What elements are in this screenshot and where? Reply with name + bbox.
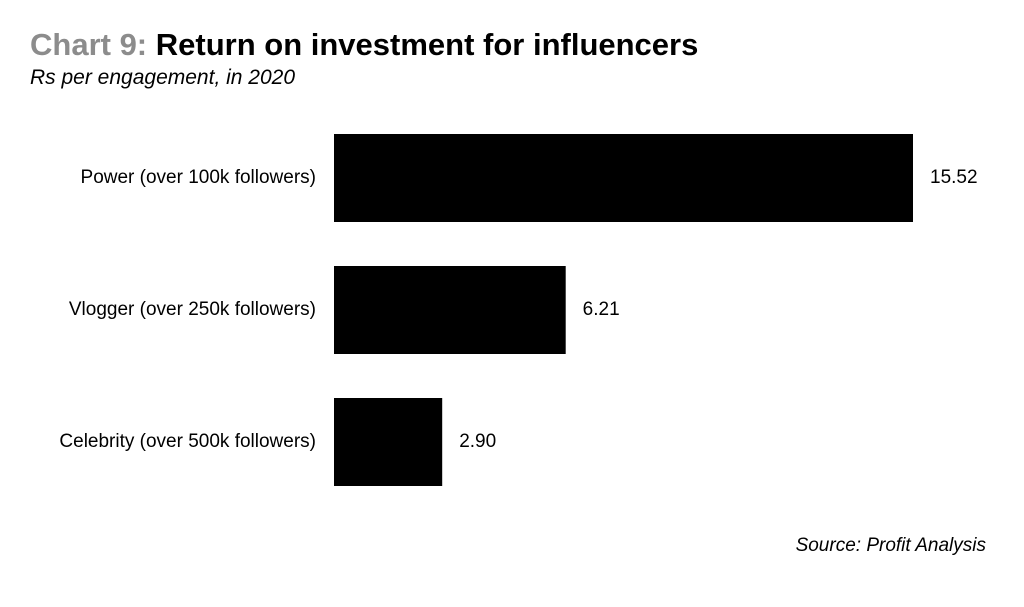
- value-label-1: 6.21: [583, 299, 620, 320]
- category-label-0: Power (over 100k followers): [81, 167, 316, 188]
- bar-0: [334, 134, 913, 222]
- category-label-1: Vlogger (over 250k followers): [69, 299, 316, 320]
- bar-2: [334, 398, 443, 486]
- chart-title: Chart 9: Return on investment for influe…: [30, 26, 698, 64]
- chart-title-main: Return on investment for influencers: [155, 27, 699, 62]
- source-note: Source: Profit Analysis: [795, 535, 986, 556]
- category-label-2: Celebrity (over 500k followers): [59, 431, 316, 452]
- chart-title-prefix: Chart 9:: [30, 27, 148, 62]
- chart-subtitle: Rs per engagement, in 2020: [30, 66, 296, 89]
- value-label-2: 2.90: [459, 431, 496, 452]
- value-label-0: 15.52: [930, 167, 978, 188]
- bar-1: [334, 266, 566, 354]
